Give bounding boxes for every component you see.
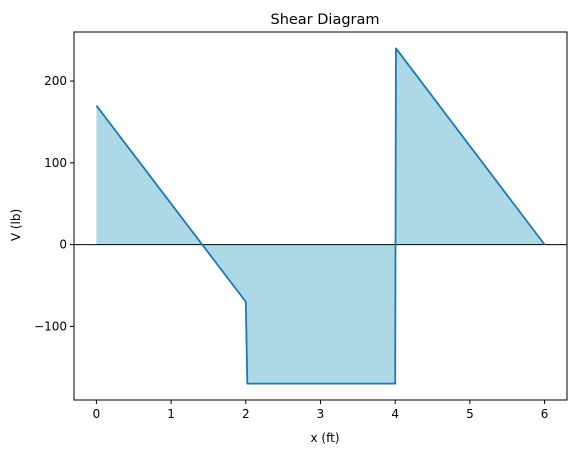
- shear-fill-area: [96, 48, 545, 384]
- plot-area: [74, 47, 567, 385]
- y-axis-label: V (lb): [9, 209, 23, 241]
- x-tick-label: 0: [93, 407, 101, 421]
- x-axis-label: x (ft): [311, 431, 340, 445]
- x-tick-label: 3: [317, 407, 325, 421]
- chart-title: Shear Diagram: [270, 12, 379, 28]
- y-tick-label: −100: [34, 319, 67, 333]
- x-tick-label: 4: [391, 407, 399, 421]
- x-tick-label: 5: [466, 407, 474, 421]
- x-tick-label: 6: [541, 407, 549, 421]
- axes: 0 1 2 3 4 5 6 −100 0 100 200: [34, 31, 568, 421]
- x-tick-label: 2: [242, 407, 250, 421]
- x-tick-label: 1: [167, 407, 175, 421]
- shear-line: [95, 47, 546, 385]
- y-tick-label: 200: [44, 74, 67, 88]
- y-tick-label: 0: [59, 238, 67, 252]
- y-tick-label: 100: [44, 156, 67, 170]
